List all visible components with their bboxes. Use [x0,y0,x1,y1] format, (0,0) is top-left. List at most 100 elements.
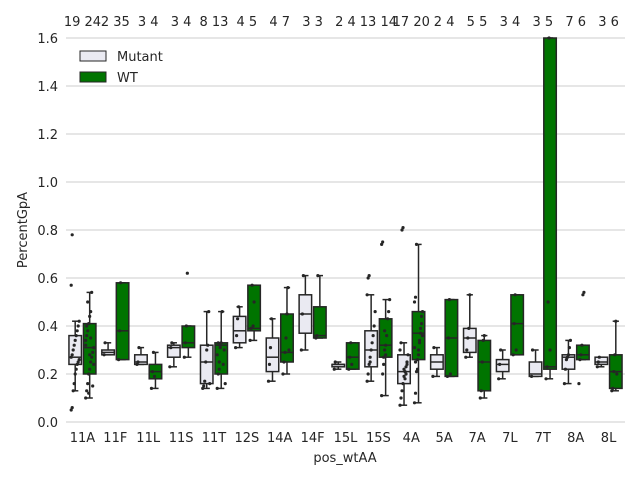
data-point [252,300,256,304]
data-point [151,350,156,354]
data-point [384,353,388,357]
data-point [89,336,93,340]
count-label: 8 13 [199,15,228,30]
data-point [371,334,375,338]
data-point [419,322,424,326]
count-label: 17 20 [393,15,430,30]
data-point [564,358,569,362]
data-point [168,365,172,369]
data-point [381,240,385,244]
data-point [71,389,75,393]
box-body [247,284,262,332]
data-point [266,379,271,383]
count-label: 2 35 [101,15,130,30]
data-point [417,341,422,345]
x-tick-label: 15S [366,431,391,446]
data-point [412,300,417,304]
data-point [544,377,548,381]
data-point [497,377,501,381]
y-axis-label: PercentGpA [16,192,31,268]
data-point [287,348,291,352]
data-point [217,360,221,364]
box-body [594,356,609,366]
data-point [91,384,95,388]
data-point [236,317,240,321]
data-point [92,362,96,366]
data-point [412,401,417,405]
data-point [117,329,122,333]
data-point [103,341,107,345]
box-wt-8A [575,344,590,361]
data-point [415,367,420,371]
data-point [234,346,238,350]
data-point [149,386,154,390]
data-point [383,329,387,333]
count-label: 3 5 [532,15,553,30]
x-tick-label: 11F [103,431,127,446]
data-point [136,360,140,364]
data-point [597,355,601,359]
x-tick-label: 11T [202,431,227,446]
data-point [152,374,157,378]
box-body [232,315,247,344]
y-tick-label: 0.4 [37,320,58,335]
data-point [582,290,586,294]
data-point [420,334,425,338]
data-point [137,346,141,350]
x-tick-label: 14A [267,431,293,446]
data-point [372,324,376,328]
data-point [70,406,74,410]
data-point [169,346,173,350]
data-point [102,353,106,357]
data-point [386,317,390,321]
y-tick-label: 1.2 [37,128,58,143]
data-point [595,365,599,369]
data-point [406,353,410,357]
data-point [577,382,581,386]
data-point [76,324,80,328]
data-point [248,338,252,342]
data-point [223,382,227,386]
data-point [368,360,372,364]
data-point [369,348,373,352]
data-point [482,334,486,338]
box-body [510,294,525,356]
data-point [87,391,91,395]
data-point [74,334,78,338]
box-wt-11L [148,351,163,390]
count-label: 3 3 [302,15,323,30]
data-point [413,295,418,299]
data-point [220,310,224,314]
data-point [466,336,470,340]
data-point [333,360,337,364]
legend-label-wt: WT [117,71,138,86]
data-point [281,372,285,376]
data-point [88,367,92,371]
y-tick-label: 0.6 [37,272,58,287]
legend-swatch-wt [79,71,107,83]
count-label: 5 5 [467,15,488,30]
data-point [384,343,388,347]
data-point [419,314,424,318]
data-point [183,341,187,345]
data-point [170,341,174,345]
count-label: 4 5 [237,15,258,30]
box-body [462,327,477,354]
data-point [563,367,568,371]
data-point [365,379,369,383]
box-wt-7T [543,37,558,380]
data-point [446,336,450,340]
data-point [613,353,617,357]
data-point [467,326,471,330]
count-label: 7 6 [565,15,586,30]
data-point [418,326,423,330]
data-point [235,334,239,338]
data-point [73,372,77,376]
data-point [350,362,354,366]
data-point [201,386,205,390]
data-point [546,300,550,304]
data-point [73,338,77,342]
data-point [90,355,94,359]
y-tick-label: 0.8 [37,224,58,239]
